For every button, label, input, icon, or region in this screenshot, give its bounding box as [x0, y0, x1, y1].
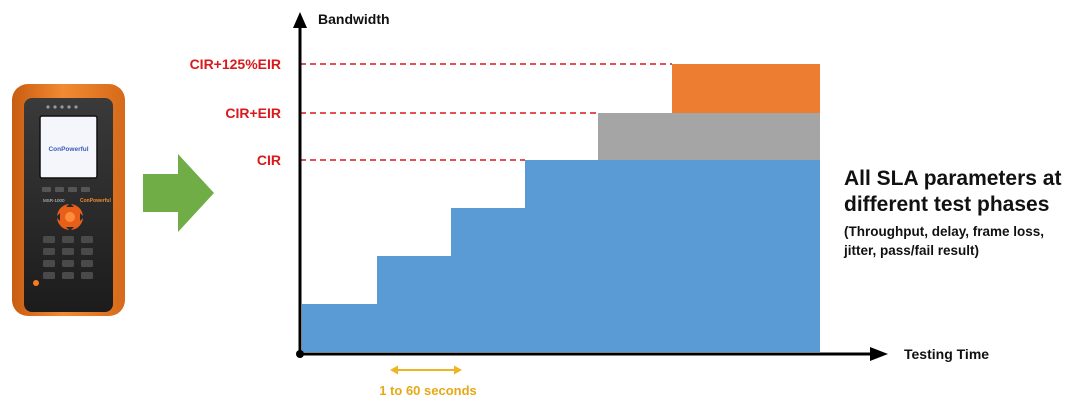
step-interval-label: 1 to 60 seconds	[379, 383, 477, 398]
caption-detail-line-1: (Throughput, delay, frame loss,	[844, 224, 1044, 239]
cir-staircase	[302, 160, 820, 352]
x-axis-arrowhead-icon	[870, 347, 888, 361]
transition-arrow-icon	[143, 154, 214, 232]
overshoot-block	[672, 64, 820, 113]
device-indicator-leds	[46, 105, 78, 109]
y-axis-title: Bandwidth	[318, 11, 390, 27]
x-axis-title: Testing Time	[904, 346, 989, 362]
caption-detail-line-2: jitter, pass/fail result)	[843, 243, 979, 258]
device-function-keys	[42, 187, 90, 192]
axis-origin	[296, 350, 304, 358]
step-interval-indicator: 1 to 60 seconds	[379, 365, 477, 398]
eir-block	[598, 113, 820, 160]
device-navigation-pad	[56, 203, 84, 231]
caption-title-line-2: different test phases	[844, 193, 1049, 216]
handheld-tester-device: ConPowerful MSR-1000 ConPowerful	[12, 84, 125, 316]
level-labels: CIR+125%EIR CIR+EIR CIR	[190, 56, 281, 168]
level-label-cir-125-eir: CIR+125%EIR	[190, 56, 281, 72]
interval-right-arrowhead-icon	[454, 365, 462, 375]
level-label-cir: CIR	[257, 152, 281, 168]
device-model-label: MSR-1000	[43, 198, 65, 203]
bandwidth-steps-area	[302, 64, 820, 352]
interval-left-arrowhead-icon	[390, 365, 398, 375]
level-reference-lines	[300, 63, 672, 161]
caption-title-line-1: All SLA parameters at	[844, 167, 1061, 190]
device-screen	[39, 115, 98, 179]
device-keypad	[43, 236, 93, 279]
device-brand-label: ConPowerful	[80, 198, 111, 204]
sla-caption: All SLA parameters at different test pha…	[843, 167, 1061, 258]
chart-axes	[293, 12, 888, 361]
y-axis-arrowhead-icon	[293, 12, 307, 28]
device-screen-logo: ConPowerful	[48, 146, 88, 153]
level-label-cir-eir: CIR+EIR	[225, 105, 281, 121]
device-power-led	[33, 280, 39, 286]
